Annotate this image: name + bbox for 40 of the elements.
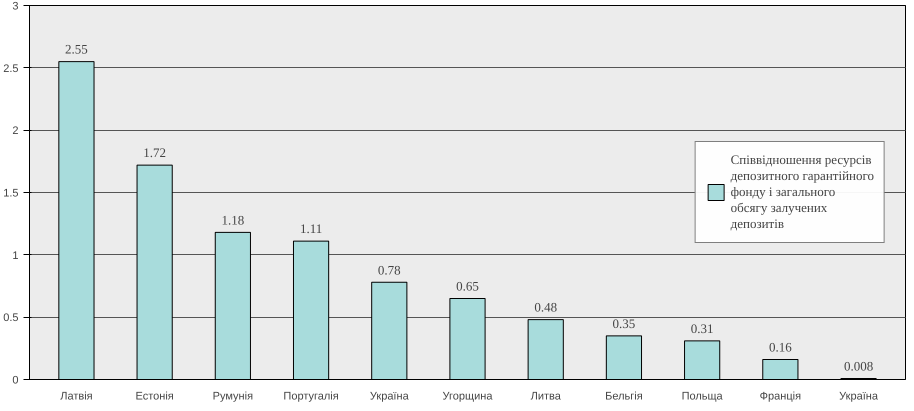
legend-label: Співвідношення ресурсів депозитного гарантійного фонду і загального обсягу залучених депозитів: [730, 152, 874, 232]
bar: [292, 240, 330, 380]
bar: [214, 232, 251, 380]
bar: [606, 335, 642, 380]
bar: [684, 340, 720, 380]
bar: [136, 164, 173, 380]
y-tick-label: 0.5: [3, 312, 19, 324]
x-tick-label: Україна: [839, 390, 879, 402]
x-tick-label: Румунія: [212, 390, 254, 402]
data-label: 0.008: [844, 358, 874, 374]
bar: [449, 298, 486, 380]
y-tick-label: 0: [12, 374, 19, 386]
data-label: 0.65: [456, 278, 479, 294]
bar: [528, 319, 564, 380]
bar: [762, 359, 798, 380]
y-tick-label: 3: [12, 0, 19, 12]
x-tick-label: Бельгія: [605, 390, 643, 402]
x-tick-label: Латвія: [60, 390, 93, 402]
data-label: 2.55: [65, 42, 88, 57]
data-label: 0.78: [378, 262, 401, 278]
y-tick-label: 1: [12, 250, 19, 262]
x-tick-label: Угорщина: [442, 390, 494, 402]
y-tick-label: 1.5: [3, 188, 19, 200]
data-label: 0.35: [612, 316, 636, 331]
bar: [371, 282, 408, 380]
x-tick-label: Португалія: [283, 390, 339, 402]
y-tick-label: 2: [12, 125, 19, 138]
data-label: 0.16: [768, 340, 792, 355]
x-tick-label: Естонія: [136, 390, 174, 402]
x-tick-label: Польща: [682, 390, 724, 402]
data-label: 1.72: [143, 145, 166, 160]
bar: [58, 61, 95, 380]
x-tick-label: Україна: [370, 390, 410, 402]
x-tick-label: Франція: [760, 390, 802, 402]
x-tick-label: Литва: [530, 390, 562, 402]
data-label: 1.18: [221, 212, 244, 228]
data-label: 0.48: [534, 300, 558, 315]
data-label: 1.11: [300, 221, 322, 236]
y-tick-label: 2.5: [3, 62, 19, 75]
data-label: 0.31: [690, 320, 714, 336]
